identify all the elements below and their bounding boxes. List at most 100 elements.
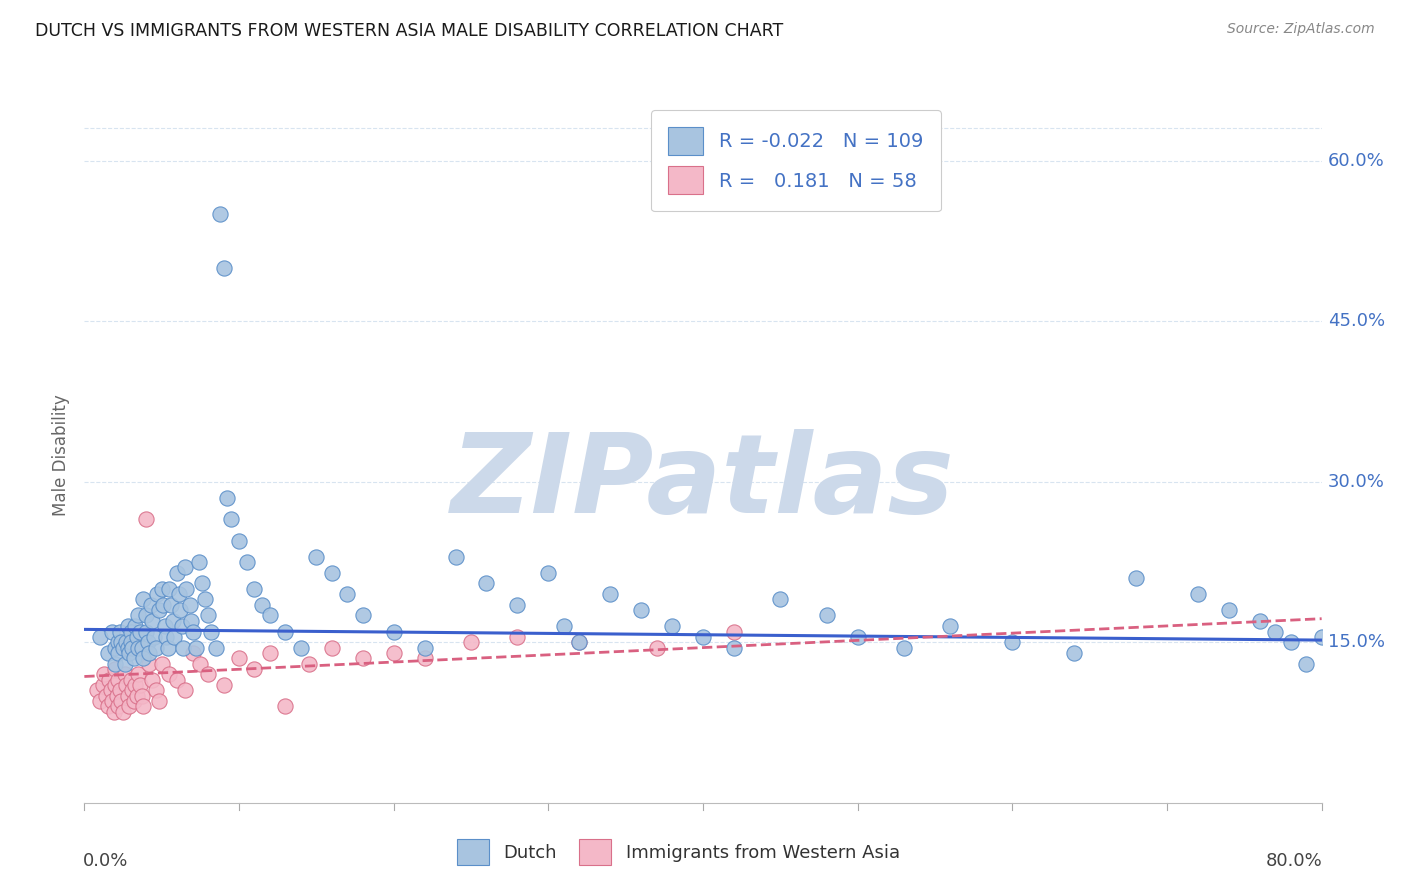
Point: [148, 694, 170, 708]
Point: [167, 587, 190, 601]
Point: [139, 598, 162, 612]
Point: [162, 614, 184, 628]
Point: [120, 635, 142, 649]
Point: [122, 651, 145, 665]
Point: [235, 555, 259, 569]
Point: [129, 624, 152, 639]
Point: [769, 592, 792, 607]
Point: [630, 603, 652, 617]
Point: [145, 640, 167, 655]
Point: [138, 657, 160, 671]
Point: [94, 689, 117, 703]
Point: [475, 576, 498, 591]
Point: [568, 635, 591, 649]
Point: [1295, 657, 1317, 671]
Point: [131, 640, 153, 655]
Point: [135, 608, 157, 623]
Point: [132, 699, 155, 714]
Point: [86, 683, 108, 698]
Text: 45.0%: 45.0%: [1327, 312, 1385, 330]
Point: [444, 549, 467, 564]
Point: [250, 598, 273, 612]
Point: [228, 651, 250, 665]
Point: [645, 640, 668, 655]
Point: [209, 207, 232, 221]
Point: [553, 619, 575, 633]
Point: [290, 640, 312, 655]
Point: [305, 549, 328, 564]
Point: [118, 699, 141, 714]
Point: [1218, 603, 1240, 617]
Point: [93, 667, 115, 681]
Point: [127, 608, 149, 623]
Point: [125, 630, 148, 644]
Point: [107, 646, 129, 660]
Point: [135, 624, 157, 639]
Point: [107, 635, 129, 649]
Point: [506, 598, 529, 612]
Point: [460, 635, 482, 649]
Point: [1310, 630, 1333, 644]
Point: [159, 667, 180, 681]
Point: [506, 630, 529, 644]
Point: [194, 592, 217, 607]
Point: [108, 624, 131, 639]
Point: [692, 630, 714, 644]
Point: [117, 689, 139, 703]
Point: [321, 566, 343, 580]
Point: [129, 678, 152, 692]
Y-axis label: Male Disability: Male Disability: [52, 394, 70, 516]
Point: [169, 603, 191, 617]
Point: [176, 582, 198, 596]
Point: [846, 630, 869, 644]
Point: [228, 533, 250, 548]
Point: [939, 619, 962, 633]
Point: [112, 705, 135, 719]
Point: [122, 694, 145, 708]
Point: [146, 587, 169, 601]
Point: [197, 667, 219, 681]
Point: [124, 678, 146, 692]
Point: [197, 608, 219, 623]
Point: [121, 640, 143, 655]
Point: [104, 678, 127, 692]
Point: [166, 673, 188, 687]
Point: [159, 582, 180, 596]
Point: [104, 657, 127, 671]
Point: [259, 608, 281, 623]
Point: [114, 667, 136, 681]
Point: [105, 689, 128, 703]
Point: [153, 619, 176, 633]
Point: [120, 624, 142, 639]
Point: [297, 657, 319, 671]
Point: [136, 635, 159, 649]
Point: [243, 582, 266, 596]
Point: [115, 635, 138, 649]
Point: [163, 630, 186, 644]
Point: [274, 624, 297, 639]
Point: [112, 640, 135, 655]
Point: [187, 555, 209, 569]
Point: [723, 624, 745, 639]
Point: [1326, 640, 1348, 655]
Point: [138, 646, 160, 660]
Point: [212, 678, 235, 692]
Point: [89, 630, 111, 644]
Point: [1001, 635, 1024, 649]
Point: [174, 560, 197, 574]
Point: [135, 512, 157, 526]
Point: [89, 694, 111, 708]
Point: [127, 640, 149, 655]
Point: [1249, 614, 1271, 628]
Point: [382, 646, 405, 660]
Point: [537, 566, 560, 580]
Point: [91, 678, 114, 692]
Text: 15.0%: 15.0%: [1327, 633, 1385, 651]
Text: DUTCH VS IMMIGRANTS FROM WESTERN ASIA MALE DISABILITY CORRELATION CHART: DUTCH VS IMMIGRANTS FROM WESTERN ASIA MA…: [35, 22, 783, 40]
Point: [115, 678, 138, 692]
Point: [1357, 667, 1379, 681]
Point: [181, 646, 204, 660]
Point: [107, 699, 129, 714]
Point: [212, 260, 235, 275]
Point: [181, 624, 204, 639]
